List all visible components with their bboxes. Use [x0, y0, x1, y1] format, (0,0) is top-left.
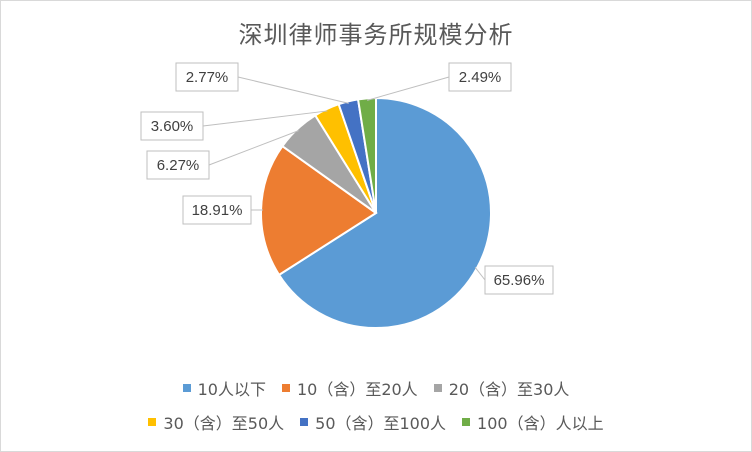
legend-swatch: [182, 384, 191, 392]
leader-line: [208, 130, 299, 166]
legend-item: 10人以下: [182, 376, 266, 400]
data-label: 3.60%: [151, 118, 194, 135]
data-label: 65.96%: [494, 272, 545, 289]
leader-line: [202, 110, 328, 127]
data-label-box: [182, 195, 252, 225]
legend-swatch: [281, 384, 290, 392]
data-label-box: [448, 62, 512, 92]
legend-item: 50（含）至100人: [300, 410, 446, 434]
legend-label: 10（含）至20人: [296, 380, 418, 399]
legend-item: 10（含）至20人: [281, 376, 418, 400]
legend-swatch: [300, 418, 309, 426]
data-label-box: [175, 62, 239, 92]
chart-title: 深圳律师事务所规模分析: [238, 21, 514, 49]
data-label-box: [484, 265, 554, 295]
legend-label: 20（含）至30人: [448, 380, 570, 399]
data-label: 18.91%: [192, 202, 243, 219]
leader-line: [237, 76, 349, 104]
legend-swatch: [433, 384, 442, 392]
legend-item: 100（含）人以上: [462, 410, 604, 434]
legend-row-2: 30（含）至50人 50（含）至100人 100（含）人以上: [1, 405, 751, 439]
legend-label: 50（含）至100人: [315, 414, 447, 433]
legend-item: 30（含）至50人: [148, 410, 284, 434]
legend-row-1: 10人以下 10（含）至20人 20（含）至30人: [1, 371, 751, 405]
data-label-box: [146, 150, 210, 180]
data-label: 6.27%: [157, 157, 200, 174]
legend-label: 30（含）至50人: [163, 414, 285, 433]
leader-line: [474, 267, 486, 281]
leader-line: [367, 76, 450, 101]
legend-swatch: [462, 418, 471, 426]
legend-label: 100（含）人以上: [477, 414, 604, 433]
pie-slice: [277, 96, 492, 329]
data-label: 2.49%: [459, 69, 502, 86]
legend-swatch: [148, 418, 157, 426]
legend-item: 20（含）至30人: [433, 376, 570, 400]
data-label-box: [140, 111, 204, 141]
legend-label: 10人以下: [197, 380, 266, 399]
legend: 10人以下 10（含）至20人 20（含）至30人 30（含）至50人 50（含）至1…: [1, 371, 751, 439]
data-label: 2.77%: [186, 69, 229, 86]
